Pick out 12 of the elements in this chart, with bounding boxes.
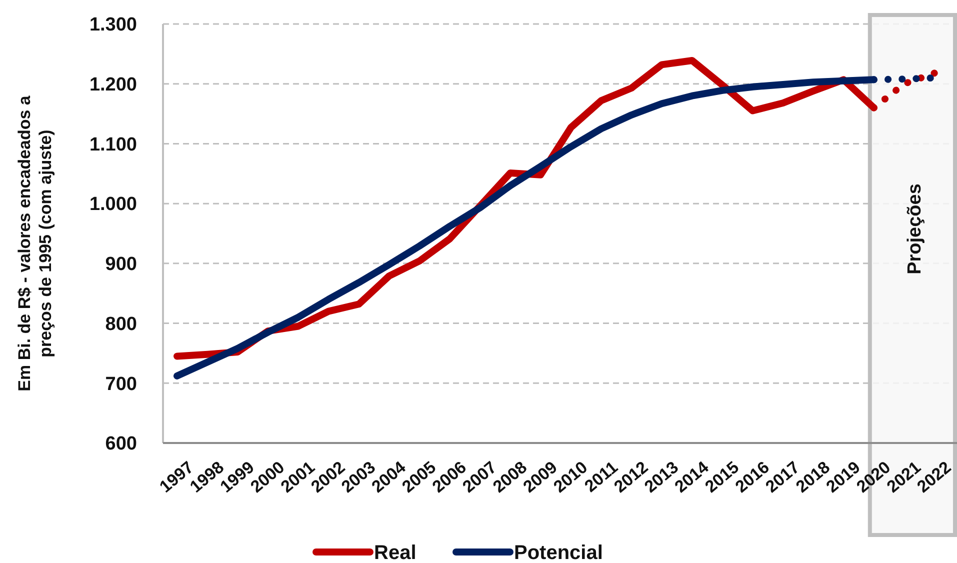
- y-axis-title: Em Bi. de R$ - valores encadeados a preços de 1995 (com ajuste): [15, 95, 55, 392]
- y-tick-label: 1.000: [89, 194, 137, 216]
- y-tick-label: 1.200: [89, 74, 137, 96]
- y-tick-label: 600: [105, 434, 137, 455]
- y-tick-label: 700: [105, 374, 137, 395]
- legend-label: Potencial: [514, 542, 603, 563]
- legend-label: Real: [374, 542, 416, 563]
- y-tick-label: 800: [105, 314, 137, 335]
- y-tick-label: 1.100: [89, 134, 137, 156]
- band-label: Projeções: [904, 184, 926, 274]
- y-tick-label: 1.300: [89, 14, 137, 36]
- y-tick-label: 900: [105, 254, 137, 276]
